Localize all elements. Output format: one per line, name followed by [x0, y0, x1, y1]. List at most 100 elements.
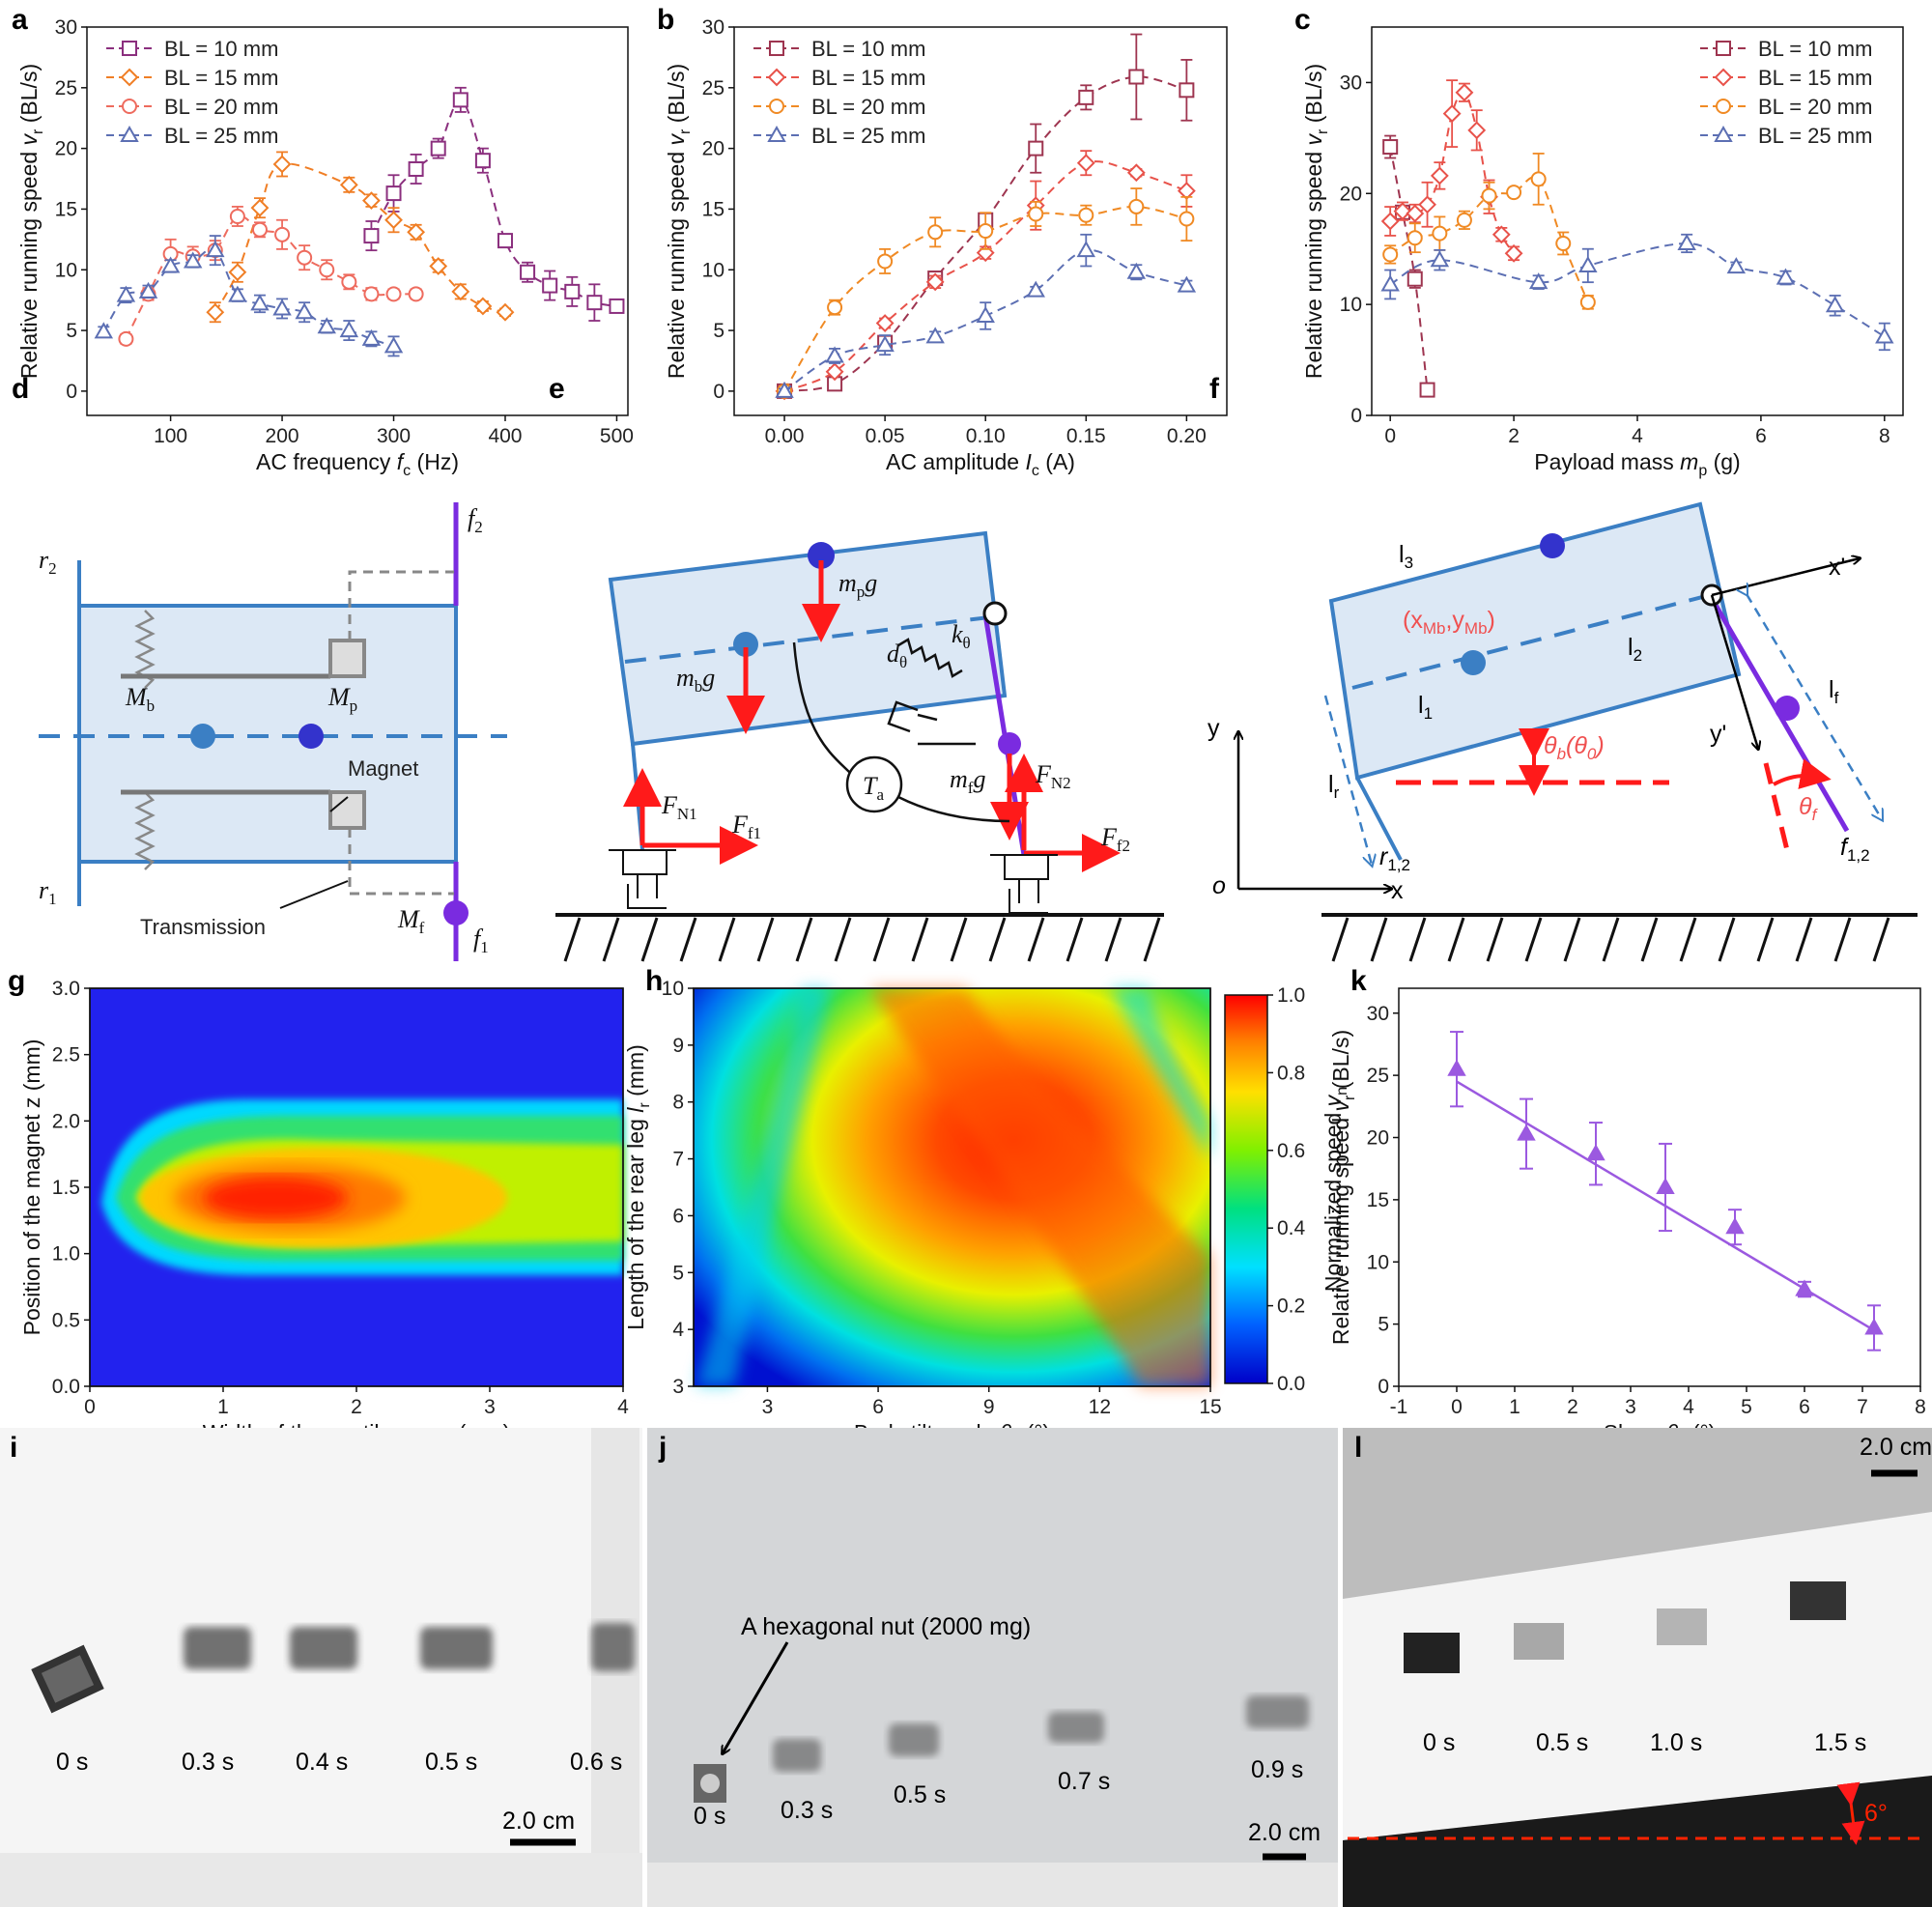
chart-k-point-2	[1586, 1144, 1605, 1161]
f-theta-f-arc	[1773, 758, 1832, 789]
e-label-k: kθ	[952, 620, 971, 652]
heatmap-h-ytick-label-0: 3	[672, 1376, 684, 1398]
chart-k-xtick-label-8: 7	[1857, 1396, 1868, 1418]
chart-a-ytick-label-3: 15	[55, 198, 77, 220]
e-ground-contact-rear	[609, 849, 676, 909]
panel-label-j: j	[658, 1432, 667, 1464]
e-label-d: dθ	[887, 640, 907, 671]
f-label-l1: l1	[1418, 692, 1433, 723]
chart-a-series-1-point-9	[451, 282, 470, 301]
chart-b-ytick-label-3: 15	[702, 198, 724, 220]
d-body-fill	[79, 606, 456, 862]
colorbar-tick-label-5: 1.0	[1277, 984, 1305, 1007]
chart-c-xlabel: Payload mass mp​ (g)	[1534, 449, 1740, 479]
chart-b-legend-label-1: BL = 15 mm	[811, 66, 925, 90]
chart-b-series-3-point-3	[925, 327, 945, 344]
chart-b-series-2-point-8	[1179, 211, 1195, 227]
chart-a-series-1-point-3	[272, 155, 292, 174]
l-robot-2	[1657, 1608, 1707, 1645]
panel-label-b: b	[657, 4, 674, 36]
e-torque-line-2	[897, 795, 1010, 823]
chart-b-series-0-point-7	[1128, 69, 1145, 85]
chart-c-series-1-point-0	[1380, 212, 1400, 231]
chart-c-series-0-point-3	[1419, 382, 1435, 398]
chart-a-legend-label-2: BL = 20 mm	[164, 95, 278, 119]
d-mass-b-dot	[190, 724, 215, 749]
heatmap-h-ytick-label-6: 9	[672, 1035, 684, 1057]
chart-a-series-0-point-3	[430, 140, 446, 157]
f-payload-dot	[1540, 533, 1565, 558]
d-label-r2: r2	[39, 546, 57, 578]
f-label-x: x	[1391, 877, 1404, 904]
chart-a-series-3-point-9	[295, 302, 314, 320]
heatmap-g-ytick-label-3: 1.5	[52, 1177, 80, 1199]
chart-b-ylabel: Relative running speed vr​ (BL/s)	[664, 64, 694, 379]
colorbar-tick-label-3: 0.6	[1277, 1140, 1305, 1162]
d-magnet-top	[328, 639, 366, 678]
e-label-ta: Ta	[863, 772, 884, 804]
chart-a-series-1-point-0	[206, 302, 225, 322]
d-transmission-pointer	[279, 880, 349, 909]
i-robot-1	[184, 1627, 251, 1669]
chart-k-xtick-label-4: 3	[1625, 1396, 1636, 1418]
e-payload-dot	[808, 542, 835, 569]
f-centerline	[1351, 593, 1711, 690]
l-dark-base	[1343, 1776, 1932, 1907]
chart-c-series-2-point-2	[1432, 225, 1448, 242]
chart-a-ytick-label-4: 20	[55, 138, 77, 160]
e-label-mfg: mfg	[950, 765, 985, 797]
chart-k-ytick-label-0: 0	[1378, 1376, 1389, 1398]
chart-a-xlabel: AC frequency fc​ (Hz)	[256, 449, 459, 479]
chart-c-xtick-label-2: 4	[1632, 425, 1643, 447]
chart-a-series-1-point-6	[384, 211, 403, 230]
chart-k-point-1	[1517, 1124, 1536, 1141]
e-label-fn2: FN2	[1035, 760, 1071, 792]
chart-a-series-0-point-4	[452, 92, 469, 108]
chart-a-ytick-label-1: 5	[66, 320, 77, 342]
chart-b-ytick-label-0: 0	[713, 381, 724, 403]
colorbar-tick-label-0: 0.0	[1277, 1373, 1305, 1395]
f-label-o: o	[1212, 872, 1226, 899]
chart-b-series-0-line	[783, 75, 1187, 392]
chart-a-series-0-point-10	[586, 295, 603, 311]
d-label-r1: r1	[39, 876, 57, 908]
chart-c-legend-label-1: BL = 15 mm	[1758, 66, 1872, 90]
chart-c-series-1-point-2	[1406, 204, 1425, 223]
e-label-mbg: mbg	[676, 664, 715, 696]
l-time-2: 1.0 s	[1650, 1729, 1702, 1756]
chart-b: 0.00 0.05 0.10 0.15 0.20 0 5 10 15 20 25 30 AC ampli…	[664, 16, 1228, 479]
chart-a-series-2-point-6	[251, 221, 268, 238]
d-label-mb: Mb	[125, 683, 155, 715]
heatmap-h-frame	[693, 987, 1211, 1387]
chart-a-series-3-point-0	[94, 322, 114, 339]
chart-a-series-1-point-4	[339, 175, 358, 194]
chart-b-series-2-point-1	[827, 299, 843, 316]
chart-a-series-2-point-5	[229, 208, 245, 224]
j-background	[647, 1428, 1338, 1907]
chart-c-series-1-point-1	[1393, 202, 1412, 221]
chart-a-series-3-point-13	[384, 336, 404, 354]
chart-c-series-3-point-1	[1430, 250, 1450, 268]
panel-label-d: d	[12, 373, 29, 405]
chart-b-series-2-point-2	[877, 253, 894, 270]
chart-a-frame	[86, 26, 629, 416]
chart-b-series-2-point-4	[978, 223, 994, 240]
chart-a-series-0-point-11	[609, 298, 625, 314]
e-label-ff2: Ff2	[1100, 823, 1130, 855]
chart-c-legend-label-0: BL = 10 mm	[1758, 37, 1872, 61]
chart-c-ytick-label-1: 10	[1340, 294, 1362, 316]
j-nut-arrow	[723, 1641, 789, 1753]
chart-a-series-1-point-8	[429, 257, 448, 275]
chart-c-series-0-point-2	[1406, 270, 1423, 287]
chart-a-series-1-point-5	[362, 191, 381, 211]
j-time-3: 0.7 s	[1058, 1768, 1110, 1795]
chart-c-series-2-point-8	[1579, 294, 1596, 310]
heatmap-g-peak	[203, 1177, 348, 1219]
chart-c-series-2-point-3	[1456, 212, 1472, 228]
i-scale-label: 2.0 cm	[502, 1807, 575, 1835]
heatmap-g-xtick-label-3: 3	[484, 1396, 496, 1418]
chart-b-series-1-point-1	[825, 362, 844, 382]
panel-label-k: k	[1350, 965, 1367, 997]
chart-c-series-1-point-10	[1504, 243, 1523, 263]
chart-c-series-3-point-0	[1380, 274, 1400, 292]
